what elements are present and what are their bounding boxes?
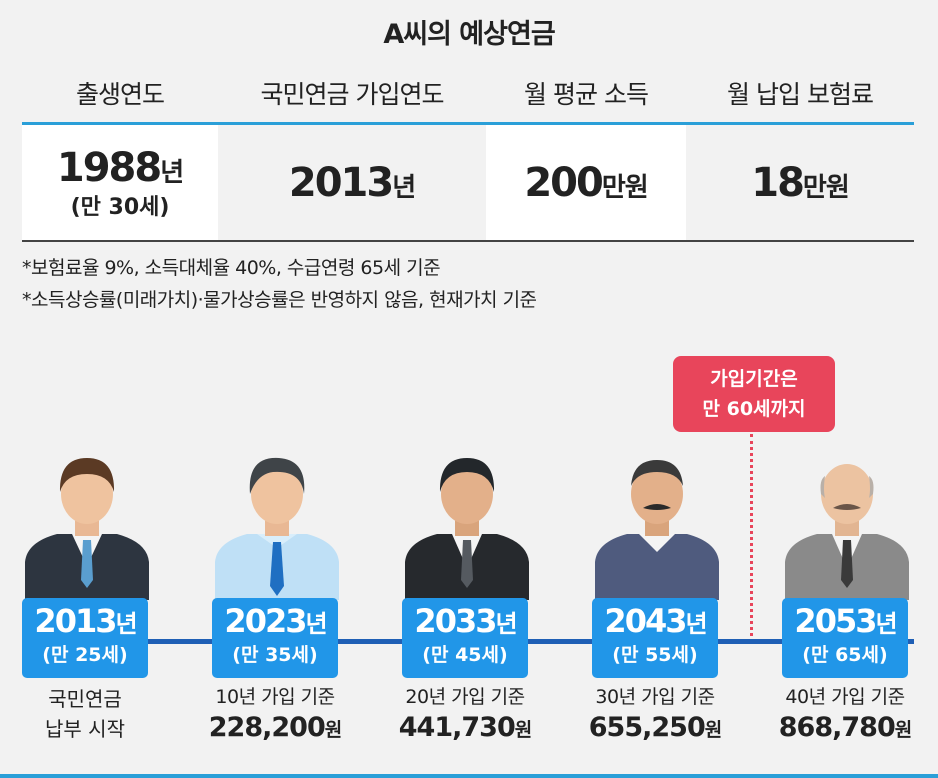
caption-2043: 30년 가입 기준 655,250원 xyxy=(570,684,740,748)
person-icon-dark-suit xyxy=(405,458,529,600)
join-year-value: 2013 xyxy=(288,159,394,206)
amount-unit: 원 xyxy=(514,719,533,741)
year-2023: 2023 xyxy=(224,602,307,640)
callout-line-2: 만 60세까지 xyxy=(702,398,806,420)
year-box-2023: 2023년 (만 35세) xyxy=(212,598,338,678)
amount-unit: 원 xyxy=(704,719,723,741)
footer-line xyxy=(0,774,938,778)
pension-amount-2023: 228,200 xyxy=(208,712,326,743)
caption-2013-line1: 국민연금 xyxy=(48,687,122,711)
cell-income: 200만원 xyxy=(486,125,686,240)
pension-amount-2043: 655,250 xyxy=(588,712,706,743)
year-unit: 년 xyxy=(495,610,517,638)
year-2013: 2013 xyxy=(34,602,117,640)
callout-line-1: 가입기간은 xyxy=(710,368,798,390)
premium-value: 18 xyxy=(751,159,805,206)
year-2033: 2033 xyxy=(414,602,497,640)
person-icon-shirt-tie xyxy=(215,457,339,600)
year-box-2013: 2013년 (만 25세) xyxy=(22,598,148,678)
table-bottom-line xyxy=(22,240,914,242)
caption-2053: 40년 가입 기준 868,780원 xyxy=(760,684,930,748)
year-unit: 년 xyxy=(685,610,707,638)
infographic-title: A씨의 예상연금 xyxy=(383,19,555,50)
year-unit: 년 xyxy=(115,610,137,638)
amount-unit: 원 xyxy=(324,719,343,741)
header-join-year: 국민연금 가입연도 xyxy=(260,80,445,109)
table-header-row: 출생연도 국민연금 가입연도 월 평균 소득 월 납입 보험료 xyxy=(22,70,914,120)
note-1: *보험료율 9%, 소득대체율 40%, 수급연령 65세 기준 xyxy=(22,257,441,279)
year-box-2033: 2033년 (만 45세) xyxy=(402,598,528,678)
header-premium: 월 납입 보험료 xyxy=(727,80,874,109)
note-2: *소득상승률(미래가치)·물가상승률은 반영하지 않음, 현재가치 기준 xyxy=(22,289,537,311)
person-icon-young-suit xyxy=(25,458,149,600)
caption-2033: 20년 가입 기준 441,730원 xyxy=(380,684,550,748)
enrollment-period-callout: 가입기간은 만 60세까지 xyxy=(673,356,835,432)
table-divider xyxy=(22,122,914,125)
pension-amount-2033: 441,730 xyxy=(398,712,516,743)
person-icon-elderly-bald xyxy=(785,464,909,600)
caption-2013-line2: 납부 시작 xyxy=(45,717,125,741)
age-2033: (만 45세) xyxy=(422,644,508,666)
birth-year-unit: 년 xyxy=(160,157,184,188)
age-2043: (만 55세) xyxy=(612,644,698,666)
year-2043: 2043 xyxy=(604,602,687,640)
caption-2053-desc: 40년 가입 기준 xyxy=(785,686,905,708)
caption-2023: 10년 가입 기준 228,200원 xyxy=(190,684,360,748)
birth-age: (만 30세) xyxy=(70,194,170,220)
caption-2043-desc: 30년 가입 기준 xyxy=(595,686,715,708)
pension-amount-2053: 868,780 xyxy=(778,712,896,743)
income-unit: 만원 xyxy=(601,172,649,203)
cell-premium: 18만원 xyxy=(686,125,914,240)
age-2013: (만 25세) xyxy=(42,644,128,666)
amount-unit: 원 xyxy=(894,719,913,741)
income-value: 200 xyxy=(524,159,603,206)
info-table: 출생연도 국민연금 가입연도 월 평균 소득 월 납입 보험료 1988년 (만… xyxy=(22,60,914,242)
premium-unit: 만원 xyxy=(802,172,850,203)
cell-join-year: 2013년 xyxy=(218,125,486,240)
person-icon-sweater-mustache xyxy=(595,460,719,600)
year-unit: 년 xyxy=(305,610,327,638)
footnotes: *보험료율 9%, 소득대체율 40%, 수급연령 65세 기준 *소득상승률(… xyxy=(22,252,537,316)
caption-2033-desc: 20년 가입 기준 xyxy=(405,686,525,708)
year-box-2053: 2053년 (만 65세) xyxy=(782,598,908,678)
header-birth-year: 출생연도 xyxy=(75,80,165,109)
year-box-2043: 2043년 (만 55세) xyxy=(592,598,718,678)
caption-2013: 국민연금 납부 시작 xyxy=(0,684,170,744)
callout-dotted-line xyxy=(750,434,753,642)
birth-year-value: 1988 xyxy=(56,144,162,191)
table-body-row: 1988년 (만 30세) 2013년 200만원 18만원 xyxy=(22,125,914,240)
year-unit: 년 xyxy=(875,610,897,638)
age-2023: (만 35세) xyxy=(232,644,318,666)
header-income: 월 평균 소득 xyxy=(524,80,649,109)
age-2053: (만 65세) xyxy=(802,644,888,666)
caption-2023-desc: 10년 가입 기준 xyxy=(215,686,335,708)
join-year-unit: 년 xyxy=(392,172,416,203)
year-2053: 2053 xyxy=(794,602,877,640)
cell-birth-year: 1988년 (만 30세) xyxy=(22,125,218,240)
